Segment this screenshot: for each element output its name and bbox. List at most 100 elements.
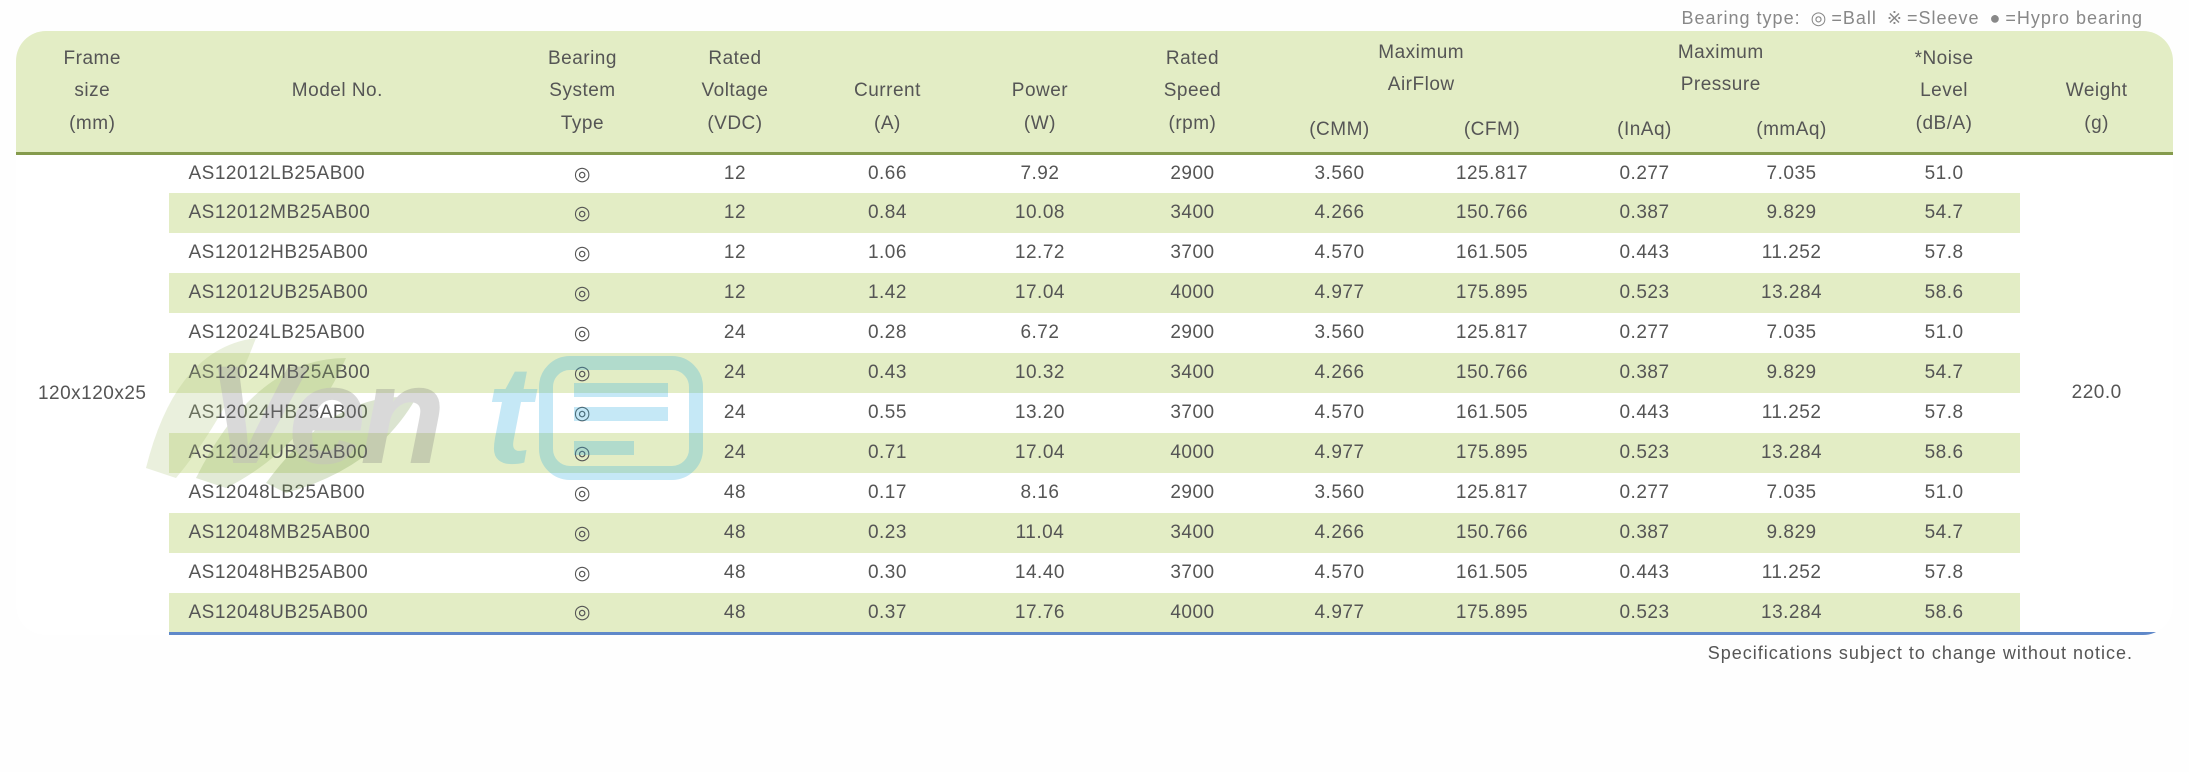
table-body: 120x120x25AS12012LB25AB00◎120.667.922900… xyxy=(16,153,2173,633)
cell-model: AS12048MB25AB00 xyxy=(169,513,507,553)
cell-inaq: 0.387 xyxy=(1574,193,1716,233)
cell-cmm: 4.977 xyxy=(1269,273,1411,313)
cell-current: 0.17 xyxy=(811,473,964,513)
cell-cfm: 175.895 xyxy=(1410,273,1573,313)
cell-speed: 4000 xyxy=(1116,273,1269,313)
cell-speed: 3700 xyxy=(1116,553,1269,593)
cell-cfm: 161.505 xyxy=(1410,233,1573,273)
cell-voltage: 24 xyxy=(659,393,812,433)
cell-bearing: ◎ xyxy=(506,393,659,433)
cell-cmm: 3.560 xyxy=(1269,473,1411,513)
cell-speed: 3700 xyxy=(1116,233,1269,273)
cell-noise: 57.8 xyxy=(1868,233,2021,273)
cell-inaq: 0.443 xyxy=(1574,393,1716,433)
cell-power: 7.92 xyxy=(964,153,1117,193)
bearing-legend: Bearing type: ◎=Ball ※=Sleeve ●=Hypro be… xyxy=(16,8,2173,29)
cell-cmm: 4.977 xyxy=(1269,593,1411,633)
cell-inaq: 0.387 xyxy=(1574,513,1716,553)
table-header: Frame size (mm) Model No. Bearing System… xyxy=(16,31,2173,153)
cell-voltage: 24 xyxy=(659,353,812,393)
cell-voltage: 48 xyxy=(659,473,812,513)
cell-bearing: ◎ xyxy=(506,193,659,233)
table-row: 120x120x25AS12012LB25AB00◎120.667.922900… xyxy=(16,153,2173,193)
cell-inaq: 0.387 xyxy=(1574,353,1716,393)
cell-cfm: 161.505 xyxy=(1410,553,1573,593)
cell-voltage: 24 xyxy=(659,433,812,473)
cell-model: AS12012UB25AB00 xyxy=(169,273,507,313)
th-noise: *Noise Level (dB/A) xyxy=(1868,31,2021,153)
cell-bearing: ◎ xyxy=(506,473,659,513)
th-airflow-cfm: (CFM) xyxy=(1410,108,1573,154)
cell-power: 10.08 xyxy=(964,193,1117,233)
table-row: AS12048HB25AB00◎480.3014.4037004.570161.… xyxy=(16,553,2173,593)
cell-frame-size: 120x120x25 xyxy=(16,153,169,633)
table-wrapper: Frame size (mm) Model No. Bearing System… xyxy=(16,31,2173,635)
th-speed: Rated Speed (rpm) xyxy=(1116,31,1269,153)
cell-model: AS12012LB25AB00 xyxy=(169,153,507,193)
cell-speed: 3400 xyxy=(1116,513,1269,553)
cell-current: 0.23 xyxy=(811,513,964,553)
cell-voltage: 24 xyxy=(659,313,812,353)
cell-model: AS12048UB25AB00 xyxy=(169,593,507,633)
table-row: AS12048UB25AB00◎480.3717.7640004.977175.… xyxy=(16,593,2173,633)
cell-cmm: 3.560 xyxy=(1269,313,1411,353)
cell-bearing: ◎ xyxy=(506,433,659,473)
cell-mmaq: 7.035 xyxy=(1715,473,1868,513)
cell-mmaq: 11.252 xyxy=(1715,553,1868,593)
cell-noise: 54.7 xyxy=(1868,193,2021,233)
cell-noise: 51.0 xyxy=(1868,313,2021,353)
cell-speed: 2900 xyxy=(1116,153,1269,193)
legend-sleeve-label: =Sleeve xyxy=(1907,8,1980,28)
cell-power: 11.04 xyxy=(964,513,1117,553)
cell-power: 10.32 xyxy=(964,353,1117,393)
cell-bearing: ◎ xyxy=(506,273,659,313)
cell-inaq: 0.443 xyxy=(1574,233,1716,273)
cell-model: AS12024HB25AB00 xyxy=(169,393,507,433)
cell-model: AS12024MB25AB00 xyxy=(169,353,507,393)
table-container: Bearing type: ◎=Ball ※=Sleeve ●=Hypro be… xyxy=(16,8,2173,664)
cell-cfm: 125.817 xyxy=(1410,313,1573,353)
table-row: AS12024HB25AB00◎240.5513.2037004.570161.… xyxy=(16,393,2173,433)
cell-voltage: 48 xyxy=(659,553,812,593)
table-row: AS12048MB25AB00◎480.2311.0434004.266150.… xyxy=(16,513,2173,553)
cell-model: AS12048LB25AB00 xyxy=(169,473,507,513)
table-row: AS12048LB25AB00◎480.178.1629003.560125.8… xyxy=(16,473,2173,513)
legend-ball-label: =Ball xyxy=(1831,8,1877,28)
cell-speed: 4000 xyxy=(1116,593,1269,633)
th-weight: Weight (g) xyxy=(2020,31,2173,153)
cell-mmaq: 13.284 xyxy=(1715,593,1868,633)
cell-bearing: ◎ xyxy=(506,513,659,553)
cell-speed: 2900 xyxy=(1116,313,1269,353)
cell-power: 17.04 xyxy=(964,273,1117,313)
cell-bearing: ◎ xyxy=(506,313,659,353)
th-current: Current (A) xyxy=(811,31,964,153)
cell-bearing: ◎ xyxy=(506,233,659,273)
cell-noise: 51.0 xyxy=(1868,473,2021,513)
cell-noise: 58.6 xyxy=(1868,273,2021,313)
cell-current: 1.42 xyxy=(811,273,964,313)
cell-cfm: 150.766 xyxy=(1410,513,1573,553)
cell-bearing: ◎ xyxy=(506,153,659,193)
cell-power: 6.72 xyxy=(964,313,1117,353)
th-pressure-l2: Pressure xyxy=(1578,69,1864,101)
cell-mmaq: 11.252 xyxy=(1715,233,1868,273)
cell-inaq: 0.443 xyxy=(1574,553,1716,593)
cell-speed: 3400 xyxy=(1116,193,1269,233)
cell-voltage: 12 xyxy=(659,233,812,273)
cell-cfm: 175.895 xyxy=(1410,593,1573,633)
cell-noise: 54.7 xyxy=(1868,353,2021,393)
th-model-no: Model No. xyxy=(169,31,507,153)
cell-voltage: 12 xyxy=(659,153,812,193)
th-frame-size: Frame size (mm) xyxy=(16,31,169,153)
cell-power: 17.76 xyxy=(964,593,1117,633)
cell-speed: 3700 xyxy=(1116,393,1269,433)
cell-mmaq: 13.284 xyxy=(1715,433,1868,473)
cell-noise: 58.6 xyxy=(1868,593,2021,633)
spec-table: Frame size (mm) Model No. Bearing System… xyxy=(16,31,2173,635)
cell-noise: 57.8 xyxy=(1868,393,2021,433)
footer-note: Specifications subject to change without… xyxy=(16,635,2173,664)
cell-noise: 51.0 xyxy=(1868,153,2021,193)
cell-cfm: 125.817 xyxy=(1410,153,1573,193)
table-row: AS12024UB25AB00◎240.7117.0440004.977175.… xyxy=(16,433,2173,473)
cell-noise: 57.8 xyxy=(1868,553,2021,593)
